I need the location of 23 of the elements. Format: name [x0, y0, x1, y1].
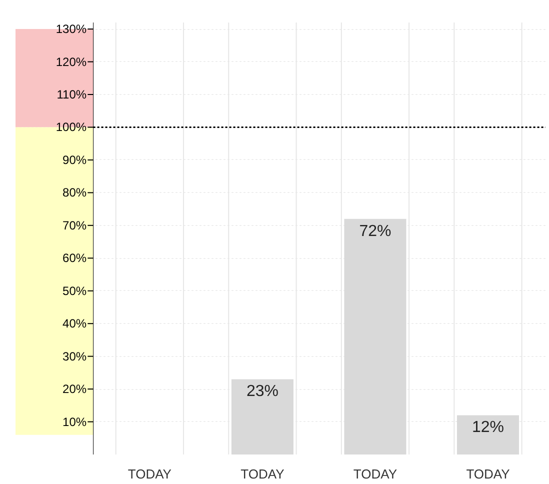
data-label: 12% — [472, 419, 504, 436]
x-tick-label: TODAY — [353, 466, 398, 482]
y-tick-label: 90% — [62, 152, 87, 167]
y-tick-label: 70% — [62, 218, 87, 232]
y-tick-label: 100% — [56, 120, 87, 134]
y-tick-label: 40% — [62, 316, 87, 331]
y-tick-label: 120% — [56, 54, 87, 69]
y-tick-label: 60% — [62, 251, 87, 266]
bar — [456, 415, 519, 454]
bar — [231, 379, 294, 454]
y-tick-label: 20% — [62, 382, 87, 396]
bar — [344, 218, 406, 454]
y-tick-label: 130% — [56, 22, 87, 36]
y-tick-label: 30% — [62, 349, 87, 364]
y-tick-label: 50% — [62, 284, 87, 298]
data-label: 72% — [359, 222, 392, 240]
y-tick-label: 10% — [62, 414, 87, 429]
y-tick-label: 80% — [62, 186, 87, 200]
x-tick-label: TODAY — [128, 466, 172, 482]
data-label: 23% — [246, 383, 278, 400]
x-tick-label: TODAY — [240, 466, 285, 482]
x-tick-label: TODAY — [466, 466, 510, 482]
y-tick-label: 110% — [56, 88, 87, 102]
